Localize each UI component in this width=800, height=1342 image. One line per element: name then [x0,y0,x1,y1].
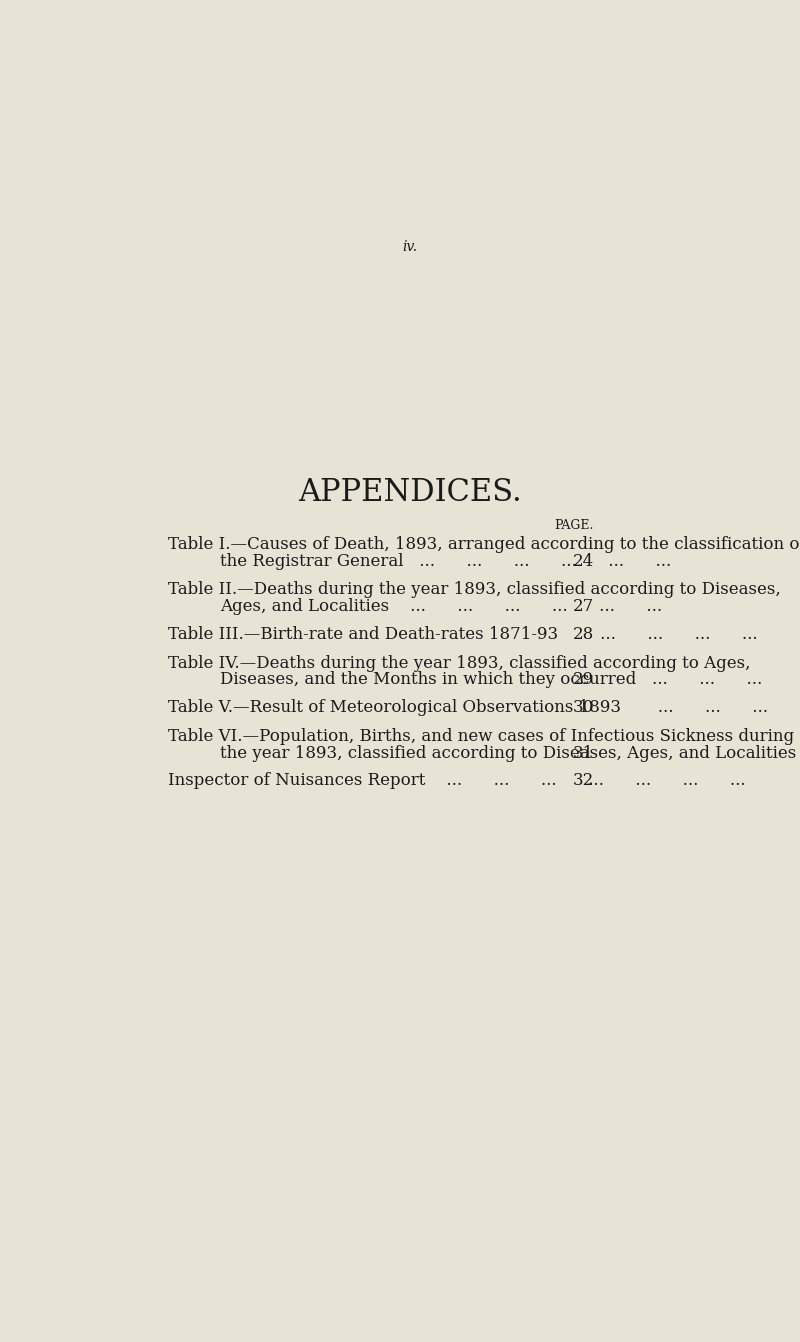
Text: Table V.—Result of Meteorological Observations 1893       ...      ...      ...: Table V.—Result of Meteorological Observ… [168,699,768,717]
Text: 28: 28 [573,627,594,643]
Text: the Registrar General   ...      ...      ...      ...      ...      ...: the Registrar General ... ... ... ... ..… [220,553,671,570]
Text: Ages, and Localities    ...      ...      ...      ...      ...      ...: Ages, and Localities ... ... ... ... ...… [220,599,662,616]
Text: Inspector of Nuisances Report    ...      ...      ...      ...      ...      ..: Inspector of Nuisances Report ... ... ..… [168,773,746,789]
Text: 30: 30 [573,699,594,717]
Text: Table IV.—Deaths during the year 1893, classified according to Ages,: Table IV.—Deaths during the year 1893, c… [168,655,750,671]
Text: the year 1893, classified according to Diseases, Ages, and Localities: the year 1893, classified according to D… [220,745,796,762]
Text: Table II.—Deaths during the year 1893, classified according to Diseases,: Table II.—Deaths during the year 1893, c… [168,581,781,599]
Text: APPENDICES.: APPENDICES. [298,476,522,507]
Text: 31: 31 [573,745,594,762]
Text: Diseases, and the Months in which they occurred   ...      ...      ...: Diseases, and the Months in which they o… [220,671,762,687]
Text: PAGE.: PAGE. [554,519,594,531]
Text: Table I.—Causes of Death, 1893, arranged according to the classification of: Table I.—Causes of Death, 1893, arranged… [168,535,800,553]
Text: 24: 24 [573,553,594,570]
Text: iv.: iv. [402,240,418,254]
Text: Table VI.—Population, Births, and new cases of Infectious Sickness during: Table VI.—Population, Births, and new ca… [168,727,794,745]
Text: Table III.—Birth-rate and Death-rates 1871-93        ...      ...      ...      : Table III.—Birth-rate and Death-rates 18… [168,627,758,643]
Text: 32: 32 [573,773,594,789]
Text: 29: 29 [573,671,594,687]
Text: 27: 27 [573,599,594,616]
